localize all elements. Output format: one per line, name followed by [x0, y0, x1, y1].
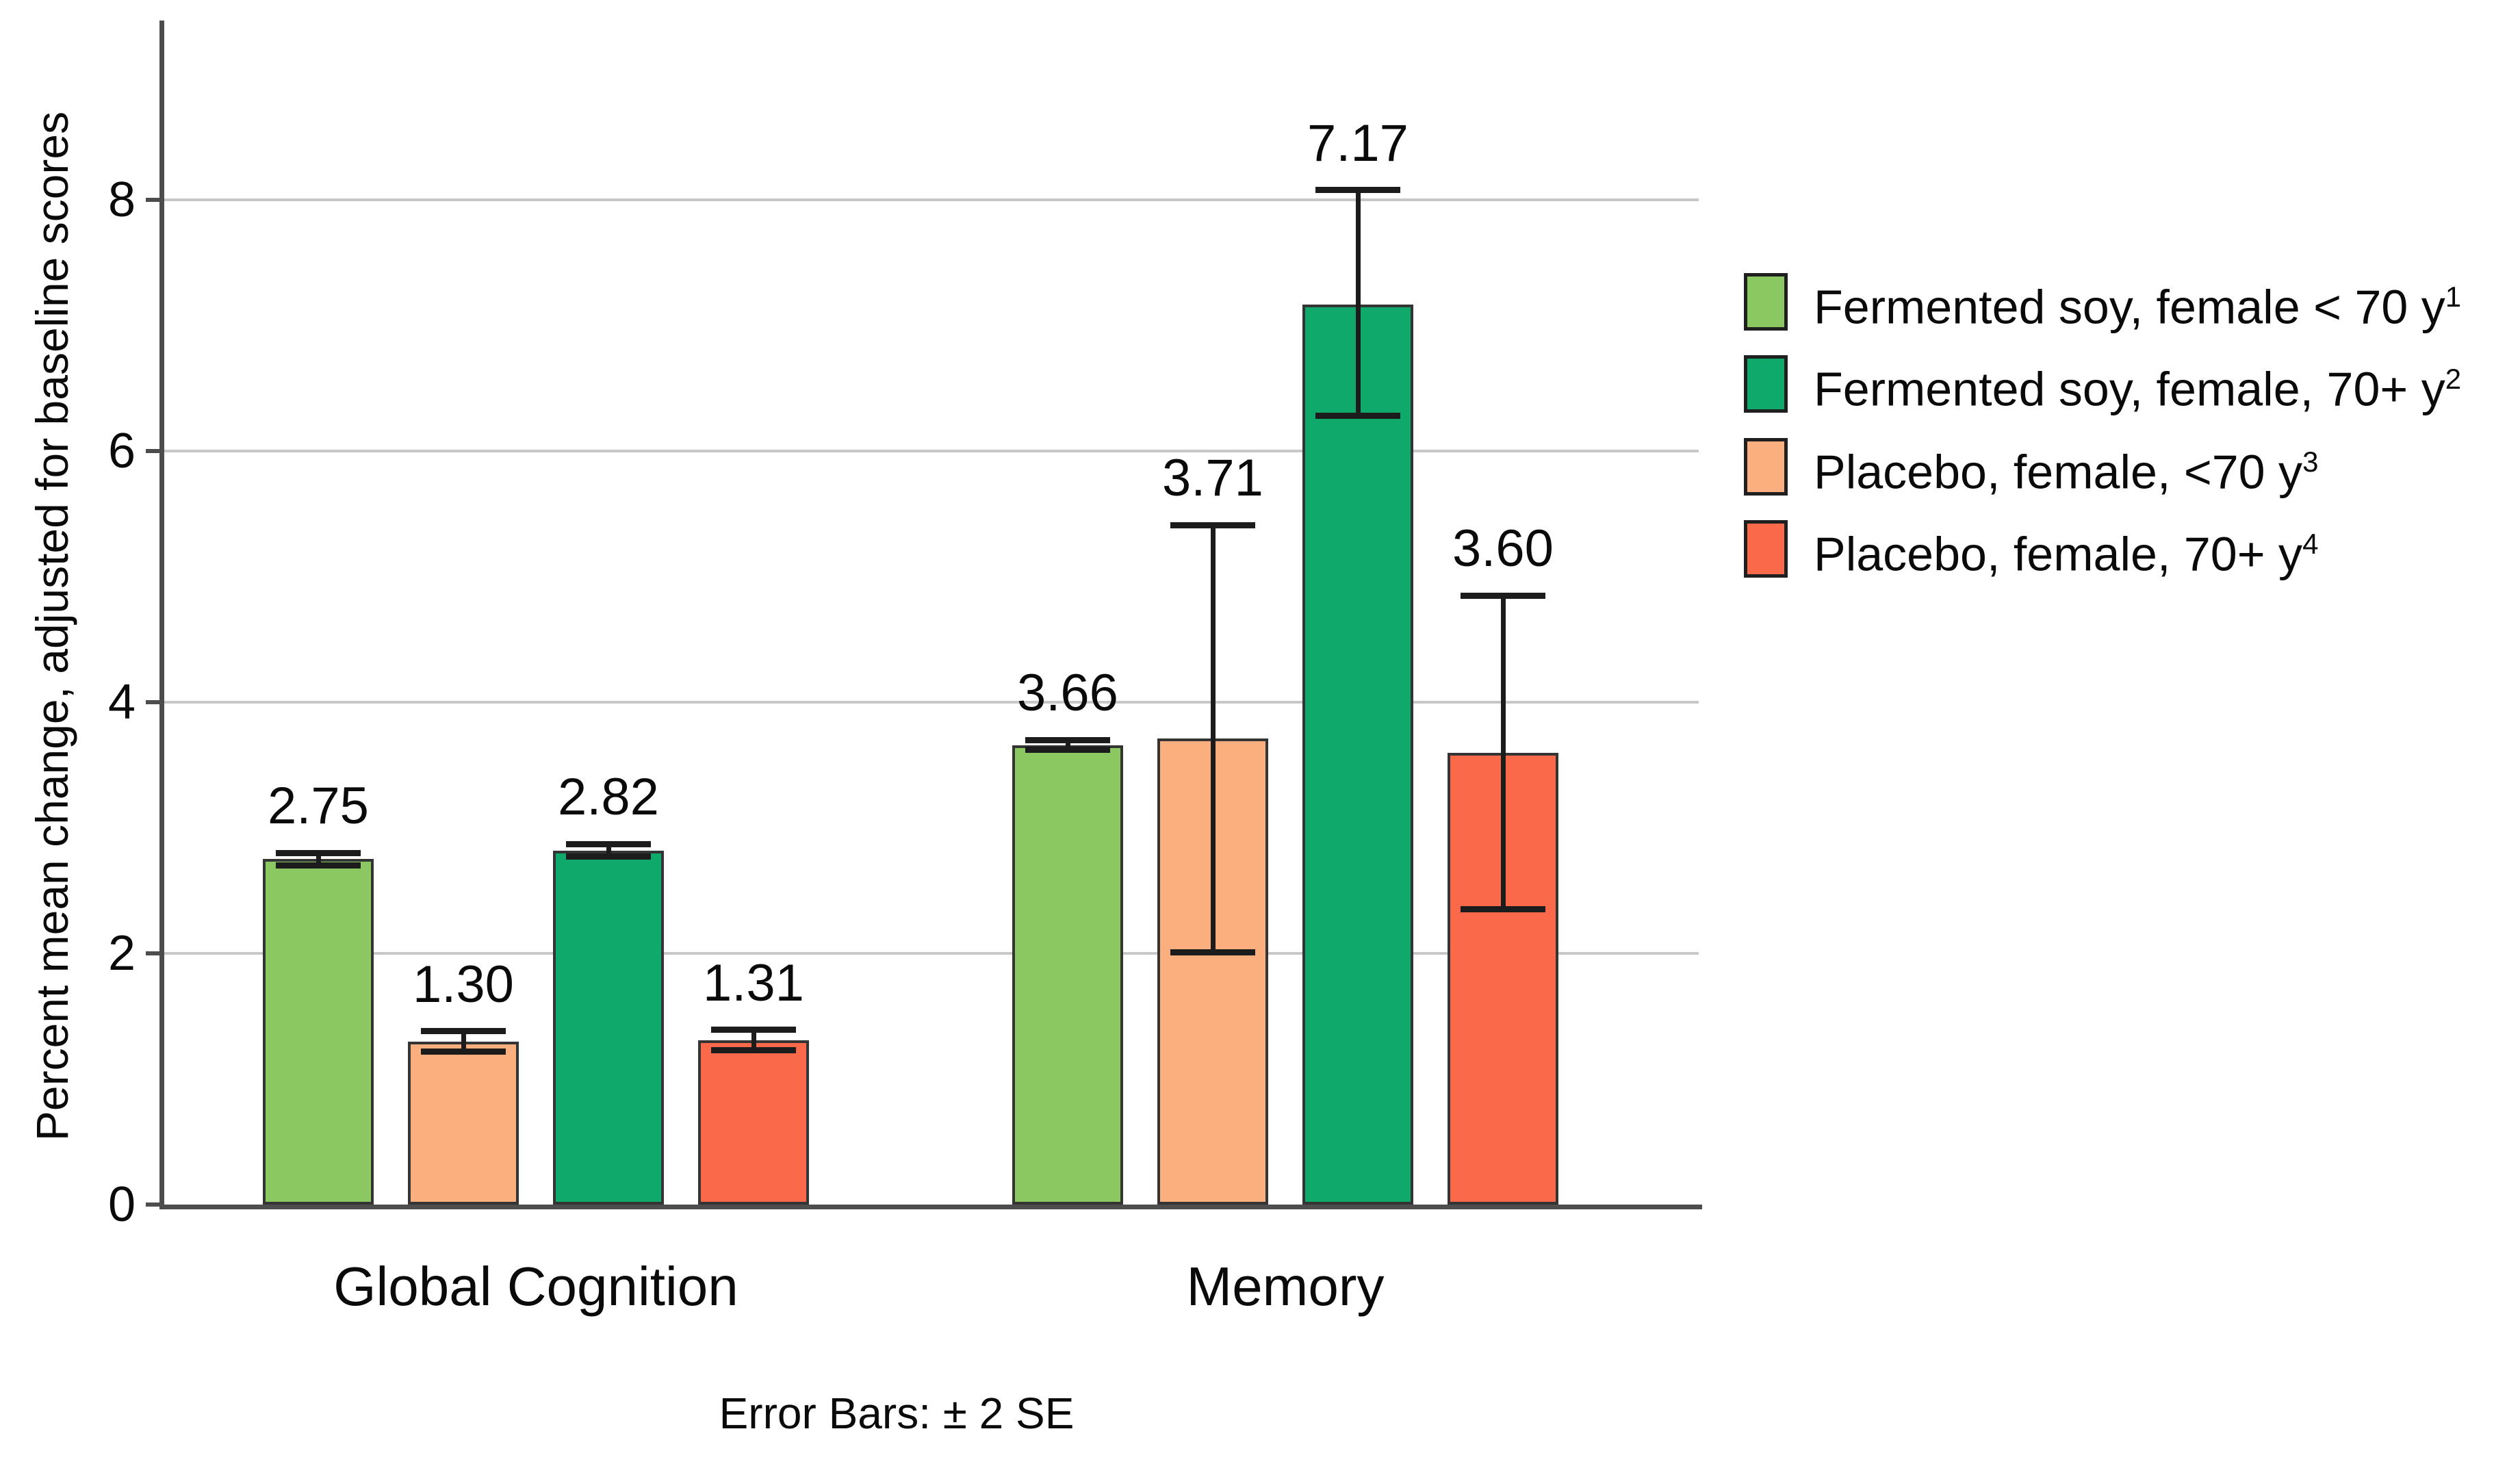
legend-swatch: [1744, 437, 1788, 496]
category-label: Global Cognition: [333, 1256, 738, 1317]
gridline: [164, 701, 1699, 704]
y-axis-tick: [146, 951, 159, 956]
bar: [263, 859, 374, 1205]
value-label: 3.71: [1162, 449, 1263, 508]
error-bar-cap-bottom: [711, 1046, 796, 1053]
error-bar-cap-top: [566, 840, 651, 847]
legend-swatch: [1744, 355, 1788, 413]
error-bar-whisker: [1210, 525, 1216, 953]
value-label: 2.75: [268, 777, 369, 836]
error-bar-cap-top: [1025, 736, 1110, 743]
error-bar-cap-bottom: [1025, 747, 1110, 754]
error-bar-whisker: [751, 1029, 756, 1051]
error-bar-whisker: [1065, 740, 1070, 750]
error-bar-cap-bottom: [421, 1048, 506, 1055]
error-bar-whisker: [316, 853, 321, 866]
value-label: 7.17: [1307, 114, 1409, 172]
tick-label: 4: [107, 675, 136, 730]
tick-label: 2: [107, 926, 136, 981]
x-axis-line: [159, 1205, 1702, 1209]
bar: [1448, 752, 1558, 1205]
error-bar-whisker: [461, 1031, 466, 1052]
error-bar-cap-top: [711, 1027, 796, 1033]
bar: [1012, 745, 1123, 1205]
value-label: 1.30: [413, 955, 514, 1014]
legend-label: Fermented soy, female, 70+ y2: [1814, 362, 2462, 416]
error-bar-whisker: [1500, 595, 1506, 910]
value-label: 2.82: [558, 768, 659, 827]
gridline: [164, 952, 1699, 955]
legend-item: Fermented soy, female < 70 y1: [1744, 268, 2461, 335]
tick-label: 6: [107, 424, 136, 479]
tick-label: 8: [107, 172, 136, 228]
legend-item: Placebo, female, <70 y3: [1744, 433, 2461, 500]
error-bar-cap-top: [1315, 187, 1400, 194]
y-axis-line: [159, 21, 164, 1209]
legend-swatch: [1744, 273, 1788, 331]
error-bar-cap-top: [276, 849, 361, 856]
error-bar-cap-top: [421, 1028, 506, 1035]
gridline: [164, 198, 1699, 202]
legend: Fermented soy, female < 70 y1 Fermented s…: [1744, 268, 2461, 582]
legend-item: Placebo, female, 70+ y4: [1744, 515, 2461, 582]
error-bar-cap-bottom: [1315, 413, 1400, 420]
y-axis-tick: [146, 1203, 159, 1207]
error-bar-footnote: Error Bars: ± 2 SE: [719, 1389, 1075, 1438]
gridline: [164, 450, 1699, 453]
tick-label: 0: [107, 1177, 136, 1232]
legend-swatch: [1744, 520, 1788, 578]
error-bar-whisker: [1355, 190, 1361, 416]
bar: [408, 1041, 519, 1205]
y-axis-tick: [146, 700, 159, 705]
error-bar-whisker: [606, 844, 611, 857]
bar: [698, 1040, 809, 1205]
bar: [553, 850, 664, 1205]
value-label: 1.31: [703, 953, 804, 1012]
legend-label: Fermented soy, female < 70 y1: [1814, 280, 2462, 334]
error-bar-cap-top: [1461, 592, 1545, 599]
legend-label: Placebo, female, 70+ y4: [1814, 527, 2319, 581]
bar: [1302, 304, 1413, 1205]
y-axis-tick: [146, 449, 159, 454]
y-axis-tick: [146, 198, 159, 203]
legend-label: Placebo, female, <70 y3: [1814, 444, 2319, 498]
category-label: Memory: [1186, 1256, 1385, 1317]
value-label: 3.66: [1017, 664, 1118, 723]
error-bar-cap-bottom: [566, 853, 651, 860]
error-bar-cap-bottom: [1170, 949, 1255, 955]
error-bar-cap-bottom: [1461, 906, 1545, 913]
legend-item: Fermented soy, female, 70+ y2: [1744, 350, 2461, 417]
value-label: 3.60: [1452, 519, 1554, 578]
error-bar-cap-bottom: [276, 862, 361, 869]
error-bar-cap-top: [1170, 522, 1255, 528]
